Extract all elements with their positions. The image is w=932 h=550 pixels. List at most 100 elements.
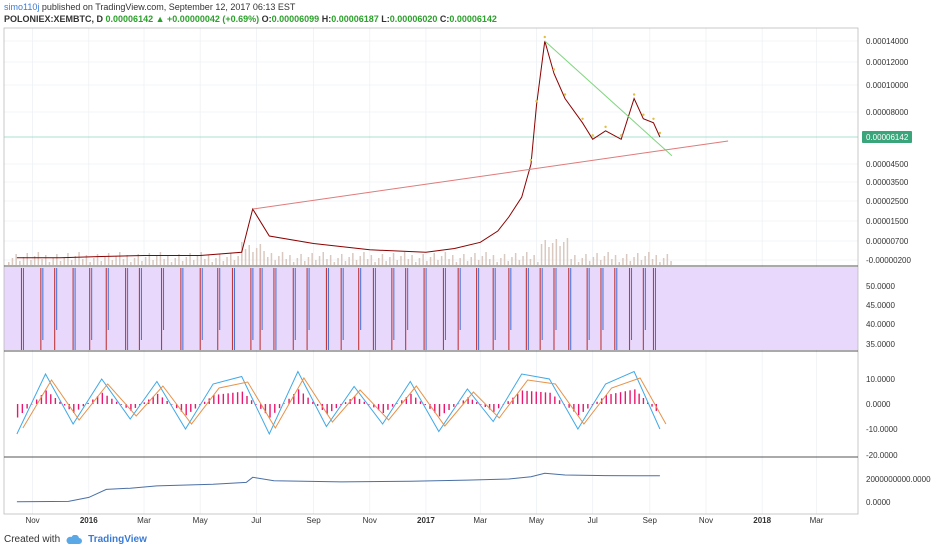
time-tick-label: Nov: [699, 516, 713, 525]
macd-hist-bar: [77, 404, 80, 410]
change-arrow-icon: ▲: [155, 14, 165, 24]
macd-hist-bar: [521, 390, 524, 404]
macd-hist-bar: [415, 397, 417, 404]
price-marker: [632, 93, 636, 96]
macd-hist-bar: [651, 404, 653, 407]
volume-bar: [226, 257, 228, 265]
volume-bar: [15, 254, 17, 265]
volume-bar: [89, 262, 91, 265]
volume-bar: [485, 252, 487, 265]
time-tick-label: Sep: [643, 516, 658, 525]
volume-bar: [104, 257, 106, 265]
volume-bar: [185, 257, 188, 265]
macd-hist-bar: [516, 394, 519, 404]
macd-hist-bar: [391, 404, 394, 407]
volume-bar: [633, 257, 635, 265]
open-label: O:: [261, 14, 272, 24]
volume-bar: [33, 256, 36, 265]
volume-bar: [481, 256, 484, 265]
volume-bar: [174, 258, 176, 265]
volume-bar: [255, 248, 258, 265]
price-marker: [620, 134, 623, 137]
macd-hist-bar: [512, 397, 514, 404]
volume-bar: [400, 256, 402, 265]
macd-hist-bar: [615, 393, 617, 404]
macd-hist-bar: [283, 403, 285, 404]
volume-bar: [133, 258, 136, 265]
macd-hist-bar: [101, 392, 104, 404]
volume-bar: [48, 262, 51, 265]
volume-bar: [625, 254, 628, 265]
macd-hist-bar: [73, 404, 75, 413]
volume-bar: [592, 257, 595, 265]
volume-bar: [296, 258, 299, 265]
high-label: H:: [321, 14, 332, 24]
volume-bar: [607, 252, 609, 265]
macd-hist-bar: [143, 402, 145, 404]
volume-bar: [8, 262, 10, 265]
volume-bar: [144, 257, 147, 265]
macd-hist-bar: [134, 404, 137, 408]
volume-bar: [574, 255, 576, 265]
volume-bar: [363, 252, 365, 265]
price-marker: [581, 117, 584, 120]
volume-bar: [67, 253, 69, 265]
volume-bar: [537, 262, 539, 265]
volume-bar: [477, 260, 480, 265]
volume-bar: [514, 253, 517, 265]
price-marker: [604, 125, 607, 129]
volume-bar: [207, 255, 210, 265]
volume-bar: [56, 254, 58, 265]
macd-hist-bar: [96, 396, 99, 404]
macd-hist-bar: [16, 404, 19, 418]
price-marker: [652, 117, 655, 120]
volume-bar: [37, 252, 40, 265]
macd-axis: 10.0000 0.0000 -10.0000 -20.0000: [866, 375, 898, 460]
volume-bar: [433, 253, 435, 265]
volume-bar: [437, 260, 439, 265]
price-series-line: [16, 40, 661, 259]
ascending-trendline[interactable]: [252, 140, 729, 210]
volume-bar: [119, 252, 121, 265]
close-label: C:: [439, 14, 450, 24]
created-with-text: Created with: [4, 534, 61, 545]
volume-bar: [130, 262, 132, 265]
time-axis: Nov 2016 Mar May Jul Sep Nov 2017 Mar May Jul Sep No…: [25, 516, 823, 525]
rsi-axis: 50.0000 45.0000 40.0000 35.0000: [866, 282, 895, 349]
tradingview-logo[interactable]: TradingView: [88, 534, 147, 545]
time-tick-label: May: [193, 516, 208, 525]
price-tick-label: 0.00001500: [866, 217, 909, 226]
macd-hist-bar: [358, 398, 361, 404]
volume-bar: [407, 259, 410, 265]
rsi-tick-label: 50.0000: [866, 282, 895, 291]
rsi-panel-background: [4, 267, 858, 350]
price-tick-label: 0.00003500: [866, 178, 909, 187]
author-link[interactable]: simo110j: [4, 2, 40, 12]
volume-bar: [559, 246, 561, 265]
macd-hist-bar: [293, 394, 295, 404]
macd-hist-bar: [68, 404, 70, 410]
macd-hist-bar: [419, 401, 422, 404]
volume-bar: [463, 254, 465, 265]
price-marker: [535, 100, 538, 103]
plot-frame: [3, 27, 859, 515]
volume-bar: [85, 255, 88, 265]
time-tick-label: Mar: [810, 516, 824, 525]
macd-hist-bar: [130, 404, 132, 411]
macd-hist-bar: [453, 404, 455, 407]
volume-bar: [170, 262, 173, 265]
volume-bar: [26, 253, 28, 265]
macd-hist-bar: [573, 404, 575, 412]
price-tick-label: 0.00004500: [866, 160, 909, 169]
obv-axis: 2000000000.0000 0.0000: [866, 475, 931, 507]
macd-hist-bar: [493, 404, 495, 412]
volume-bar: [78, 252, 80, 265]
volume-bar: [74, 256, 77, 265]
macd-hist-bar: [577, 404, 580, 416]
time-tick-label: 2017: [417, 516, 435, 525]
volume-bar: [474, 253, 476, 265]
descending-trendline[interactable]: [544, 40, 673, 157]
volume-bar: [45, 255, 47, 265]
volume-bar: [11, 258, 14, 265]
